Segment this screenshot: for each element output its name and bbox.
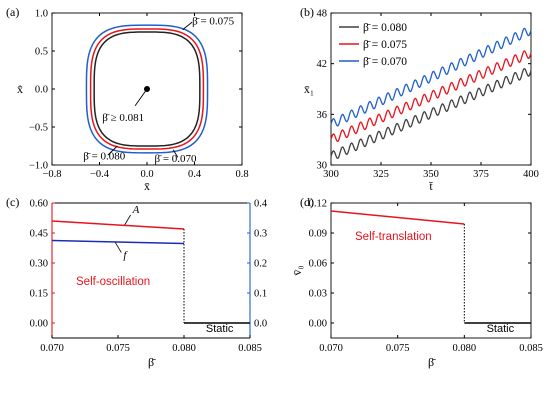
series-line-v0: [330, 210, 465, 225]
annotation-leader: [107, 145, 118, 156]
x-tick-label: 0.0: [140, 169, 153, 180]
annotation-leader: [134, 88, 148, 106]
panel-label: (d): [300, 195, 314, 209]
limit-cycle-red: [89, 28, 205, 150]
y-tick-label: 48: [317, 9, 328, 20]
x-tick-label: 0.070: [40, 343, 64, 354]
panel-label: (c): [6, 195, 19, 209]
label-A: A: [132, 204, 140, 216]
y-tick-label: 0.09: [309, 229, 327, 240]
regime-label: Self-translation: [355, 231, 432, 243]
x-tick-label: 0.4: [188, 169, 202, 180]
y-tick-label: 1.0: [35, 9, 48, 20]
annotation-center: β̄ ≥ 0.081: [102, 112, 144, 124]
y-axis-label: x̄₁: [304, 82, 314, 96]
y-tick-label-left: 0.30: [30, 259, 48, 270]
legend-label: β̄ = 0.080: [363, 22, 407, 34]
series-line-gray: [330, 67, 532, 160]
y-tick-label-right: 0.4: [254, 199, 268, 210]
static-label: Static: [487, 323, 515, 335]
label-f: f: [123, 250, 128, 262]
x-tick-label: 0.075: [106, 343, 130, 354]
y-tick-label: 36: [317, 110, 328, 121]
x-tick-label: 325: [373, 169, 389, 180]
x-tick-label: −0.8: [42, 169, 61, 180]
panel-b-frame: [330, 12, 532, 166]
legend-label: β̄ = 0.070: [363, 56, 407, 68]
y-tick-label-left: 0.60: [30, 199, 48, 210]
y-tick-label-right: 0.3: [254, 229, 267, 240]
regime-label: Self-oscillation: [76, 276, 150, 288]
x-tick-label: 0.085: [519, 343, 543, 354]
x-axis-label: t̄: [429, 179, 433, 193]
y-tick-label: 30: [317, 161, 328, 172]
x-tick-label: 0.070: [319, 343, 343, 354]
y-tick-label-right: 0.2: [254, 259, 267, 270]
y-tick-label: 0.06: [309, 259, 327, 270]
panel-label: (a): [6, 5, 19, 19]
y-tick-label-right: 0.0: [254, 319, 267, 330]
annotation-bottom-left: β̄ = 0.080: [83, 151, 126, 163]
limit-cycle-black: [93, 31, 201, 147]
y-tick-label: 42: [317, 59, 328, 70]
y-axis-label: v̄₀: [290, 265, 304, 275]
x-tick-label: 375: [473, 169, 489, 180]
annotation-leader: [115, 242, 122, 253]
y-tick-label: 0.00: [309, 319, 327, 330]
x-tick-label: 300: [323, 169, 339, 180]
series-line-blue: [330, 27, 532, 127]
series-line-red: [330, 50, 532, 143]
x-tick-label: −0.4: [90, 169, 110, 180]
y-tick-label-left: 0.00: [30, 319, 48, 330]
y-tick-label: −1.0: [29, 161, 48, 172]
x-tick-label: 350: [423, 169, 439, 180]
y-axis-label: x̄̇: [17, 82, 23, 96]
annotation-bottom-right: β̄ = 0.070: [154, 153, 197, 165]
panel-label: (b): [300, 5, 314, 19]
x-axis-label: x̄: [144, 179, 150, 193]
y-tick-label: 0.12: [309, 199, 327, 210]
x-tick-label: 0.080: [453, 343, 477, 354]
y-tick-label: 0.5: [35, 47, 48, 58]
limit-cycle-blue: [85, 24, 209, 154]
series-line-f: [51, 239, 185, 245]
x-tick-label: 0.085: [238, 343, 262, 354]
x-tick-label: 0.075: [386, 343, 410, 354]
series-line-A: [51, 220, 185, 230]
x-tick-label: 0.080: [172, 343, 196, 354]
legend-label: β̄ = 0.075: [363, 39, 407, 51]
y-tick-label: −0.5: [29, 123, 48, 134]
y-tick-label: 0.0: [35, 85, 48, 96]
annotation-top: β̄ = 0.075: [192, 15, 235, 27]
y-tick-label-left: 0.45: [30, 229, 48, 240]
annotation-leader: [182, 21, 193, 31]
y-tick-label: 0.03: [309, 289, 327, 300]
x-axis-label: β̄: [428, 355, 436, 369]
x-tick-label: 0.8: [235, 169, 248, 180]
panel-d-frame: [330, 202, 532, 339]
y-tick-label-left: 0.15: [30, 289, 48, 300]
x-tick-label: 400: [523, 169, 539, 180]
static-label: Static: [206, 323, 234, 335]
x-axis-label: β̄: [148, 355, 156, 369]
y-tick-label-right: 0.1: [254, 289, 267, 300]
annotation-leader: [172, 149, 179, 158]
annotation-leader: [124, 214, 131, 226]
